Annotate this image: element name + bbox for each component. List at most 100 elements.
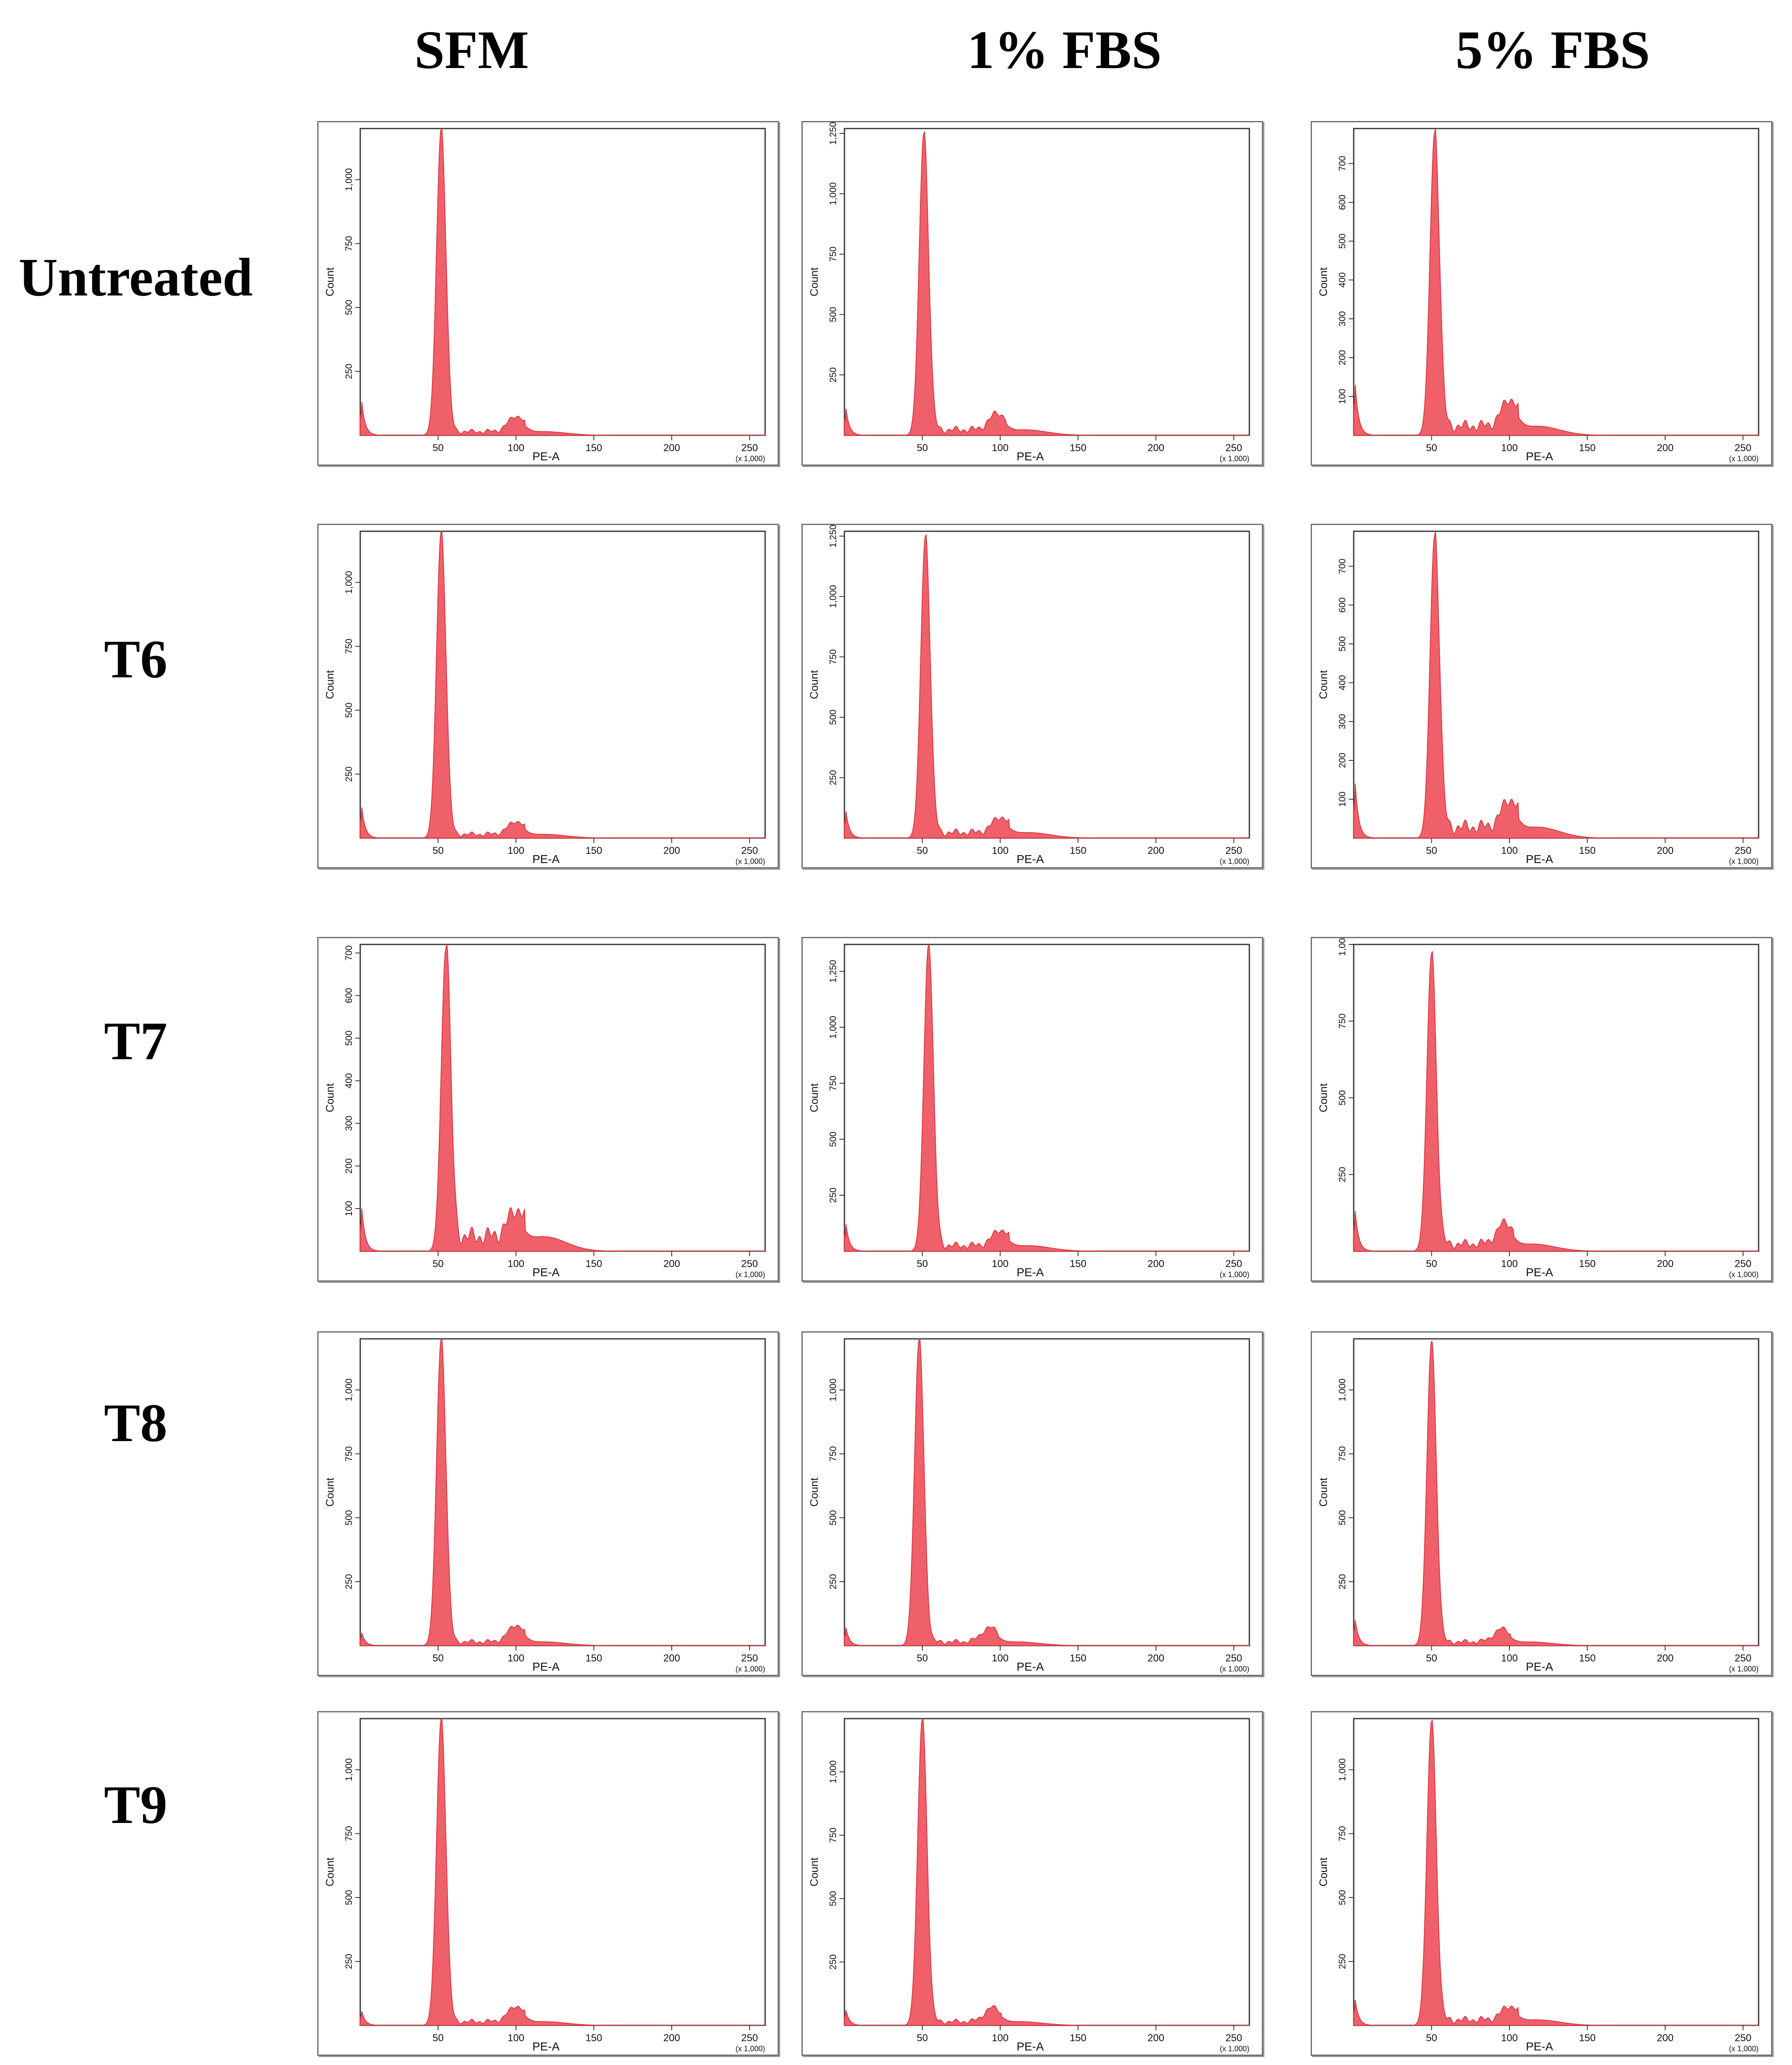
row-label-t6: T6 bbox=[104, 629, 167, 689]
histogram-t8-sfm: 50 100 150 200 250 250 500 750 1,000 PE-A (x 1,000… bbox=[317, 1331, 779, 1676]
x-tick-label: 200 bbox=[1147, 442, 1164, 454]
histogram-svg: 50 100 150 200 250 250 500 750 1,000 PE-A (x 1,000… bbox=[808, 1338, 1250, 1673]
histogram-untreated-5pct-fbs: 50 100 150 200 250 100 200 300 400 500 600 700 PE-A (… bbox=[1311, 121, 1772, 466]
x-tick-label: 100 bbox=[1501, 1258, 1518, 1270]
x-tick-label: 100 bbox=[992, 845, 1008, 856]
y-tick-label: 500 bbox=[344, 300, 354, 315]
histogram-t9-sfm: 50 100 150 200 250 250 500 750 1,000 PE-A (x 1,000… bbox=[317, 1711, 779, 2056]
histogram-t7-1pct-fbs: 50 100 150 200 250 250 500 750 1,000 1,250 PE-A (x … bbox=[801, 937, 1263, 1282]
x-tick-label: 250 bbox=[741, 2032, 758, 2044]
y-tick-label: 1,000 bbox=[828, 1378, 838, 1401]
x-tick-label: 250 bbox=[1735, 1258, 1752, 1270]
x-tick-label: 200 bbox=[1657, 2032, 1673, 2044]
plot-area bbox=[359, 1338, 766, 1646]
histogram-svg: 50 100 150 200 250 250 500 750 1,000 PE-A (x 1,000… bbox=[324, 128, 766, 463]
plot-area bbox=[844, 1718, 1250, 2026]
plot-area bbox=[1353, 128, 1759, 436]
x-tick-label: 50 bbox=[432, 845, 444, 856]
histogram-t6-1pct-fbs: 50 100 150 200 250 250 500 750 1,000 1,250 PE-A (x … bbox=[801, 524, 1263, 868]
y-tick-label: 250 bbox=[828, 1188, 838, 1203]
x-scale-note: (x 1,000) bbox=[1729, 1665, 1759, 1673]
x-tick-label: 50 bbox=[432, 442, 444, 454]
x-axis-label: PE-A bbox=[1016, 1266, 1044, 1279]
histogram-t9-5pct-fbs: 50 100 150 200 250 250 500 750 1,000 PE-A (x 1,000… bbox=[1311, 1711, 1772, 2056]
x-tick-label: 50 bbox=[917, 2032, 928, 2044]
x-tick-label: 100 bbox=[992, 1653, 1008, 1664]
y-tick-label: 1,250 bbox=[828, 960, 838, 983]
y-axis-label: Count bbox=[808, 1857, 820, 1886]
x-scale-note: (x 1,000) bbox=[1220, 1270, 1249, 1279]
column-header-5pct-fbs: 5% FBS bbox=[1456, 20, 1650, 80]
x-scale-note: (x 1,000) bbox=[736, 1665, 765, 1673]
histogram-svg: 50 100 150 200 250 100 200 300 400 500 600 700 PE-A (… bbox=[1317, 128, 1759, 463]
y-axis-label: Count bbox=[1317, 1477, 1329, 1507]
x-tick-label: 250 bbox=[1735, 442, 1752, 454]
x-tick-label: 250 bbox=[1226, 845, 1242, 856]
y-tick-label: 300 bbox=[1337, 714, 1347, 730]
x-tick-label: 50 bbox=[432, 1653, 444, 1664]
y-tick-label: 750 bbox=[1337, 1013, 1347, 1029]
histogram-t6-5pct-fbs: 50 100 150 200 250 100 200 300 400 500 600 700 PE-A (… bbox=[1311, 524, 1772, 868]
histogram-area bbox=[1353, 1340, 1759, 1646]
histogram-svg: 50 100 150 200 250 250 500 750 1,000 1,250 PE-A (x … bbox=[808, 122, 1250, 463]
x-scale-note: (x 1,000) bbox=[736, 1270, 765, 1279]
x-tick-label: 250 bbox=[1226, 1653, 1242, 1664]
x-tick-label: 200 bbox=[1147, 2032, 1164, 2044]
y-tick-label: 250 bbox=[828, 367, 838, 383]
y-tick-label: 750 bbox=[828, 247, 838, 262]
histogram-svg: 50 100 150 200 250 250 500 750 1,000 PE-A (x 1,000… bbox=[1317, 1718, 1759, 2053]
x-tick-label: 200 bbox=[1657, 442, 1673, 454]
histogram-t9-1pct-fbs: 50 100 150 200 250 250 500 750 1,000 PE-A (x 1,000… bbox=[801, 1711, 1263, 2056]
x-tick-label: 100 bbox=[1501, 1653, 1518, 1664]
y-axis-label: Count bbox=[1317, 1857, 1329, 1886]
histogram-area bbox=[1353, 531, 1759, 838]
histogram-area bbox=[1353, 1719, 1759, 2026]
x-tick-label: 100 bbox=[1501, 845, 1518, 856]
x-scale-note: (x 1,000) bbox=[1729, 1270, 1759, 1279]
histogram-area bbox=[844, 534, 1249, 838]
histogram-untreated-1pct-fbs: 50 100 150 200 250 250 500 750 1,000 1,250 PE-A (x … bbox=[801, 121, 1263, 466]
x-tick-label: 50 bbox=[1426, 1653, 1437, 1664]
y-tick-label: 250 bbox=[344, 767, 354, 782]
y-tick-label: 250 bbox=[1337, 1167, 1347, 1182]
y-tick-label: 500 bbox=[1337, 233, 1347, 249]
y-tick-label: 500 bbox=[1337, 636, 1347, 651]
histogram-area bbox=[360, 944, 765, 1252]
y-tick-label: 200 bbox=[1337, 753, 1347, 768]
y-tick-label: 400 bbox=[1337, 675, 1347, 690]
x-tick-label: 150 bbox=[1070, 442, 1087, 454]
x-tick-label: 250 bbox=[1226, 442, 1242, 454]
x-tick-label: 50 bbox=[917, 845, 928, 856]
y-tick-label: 1,000 bbox=[344, 168, 354, 191]
y-tick-label: 1,000 bbox=[344, 1758, 354, 1781]
plot-area bbox=[1353, 1718, 1759, 2026]
y-tick-label: 750 bbox=[1337, 1826, 1347, 1841]
column-header-sfm: SFM bbox=[414, 20, 529, 80]
x-scale-note: (x 1,000) bbox=[1729, 857, 1759, 866]
x-tick-label: 250 bbox=[741, 442, 758, 454]
x-tick-label: 250 bbox=[741, 1258, 758, 1270]
y-tick-label: 1,000 bbox=[828, 1760, 838, 1783]
y-tick-label: 100 bbox=[344, 1201, 354, 1217]
y-tick-label: 600 bbox=[1337, 194, 1347, 210]
histogram-area bbox=[360, 1718, 765, 2026]
histogram-svg: 50 100 150 200 250 100 200 300 400 500 600 700 PE-A (… bbox=[324, 944, 766, 1279]
y-tick-label: 600 bbox=[344, 988, 354, 1003]
x-axis-label: PE-A bbox=[532, 853, 560, 866]
y-tick-label: 1,000 bbox=[344, 571, 354, 594]
histogram-svg: 50 100 150 200 250 250 500 750 1,000 1,250 PE-A (x … bbox=[808, 943, 1250, 1279]
y-axis-label: Count bbox=[1317, 1083, 1329, 1112]
x-scale-note: (x 1,000) bbox=[1220, 454, 1249, 463]
y-tick-label: 500 bbox=[344, 702, 354, 718]
x-axis-label: PE-A bbox=[532, 1266, 560, 1279]
y-axis-label: Count bbox=[324, 1857, 336, 1886]
plot-area bbox=[844, 530, 1250, 839]
y-axis-label: Count bbox=[808, 267, 820, 296]
y-tick-label: 1,250 bbox=[828, 525, 838, 548]
y-tick-label: 500 bbox=[828, 1510, 838, 1525]
y-tick-label: 600 bbox=[1337, 597, 1347, 613]
y-tick-label: 750 bbox=[344, 1826, 354, 1841]
y-tick-label: 500 bbox=[828, 1891, 838, 1906]
x-tick-label: 200 bbox=[663, 442, 680, 454]
